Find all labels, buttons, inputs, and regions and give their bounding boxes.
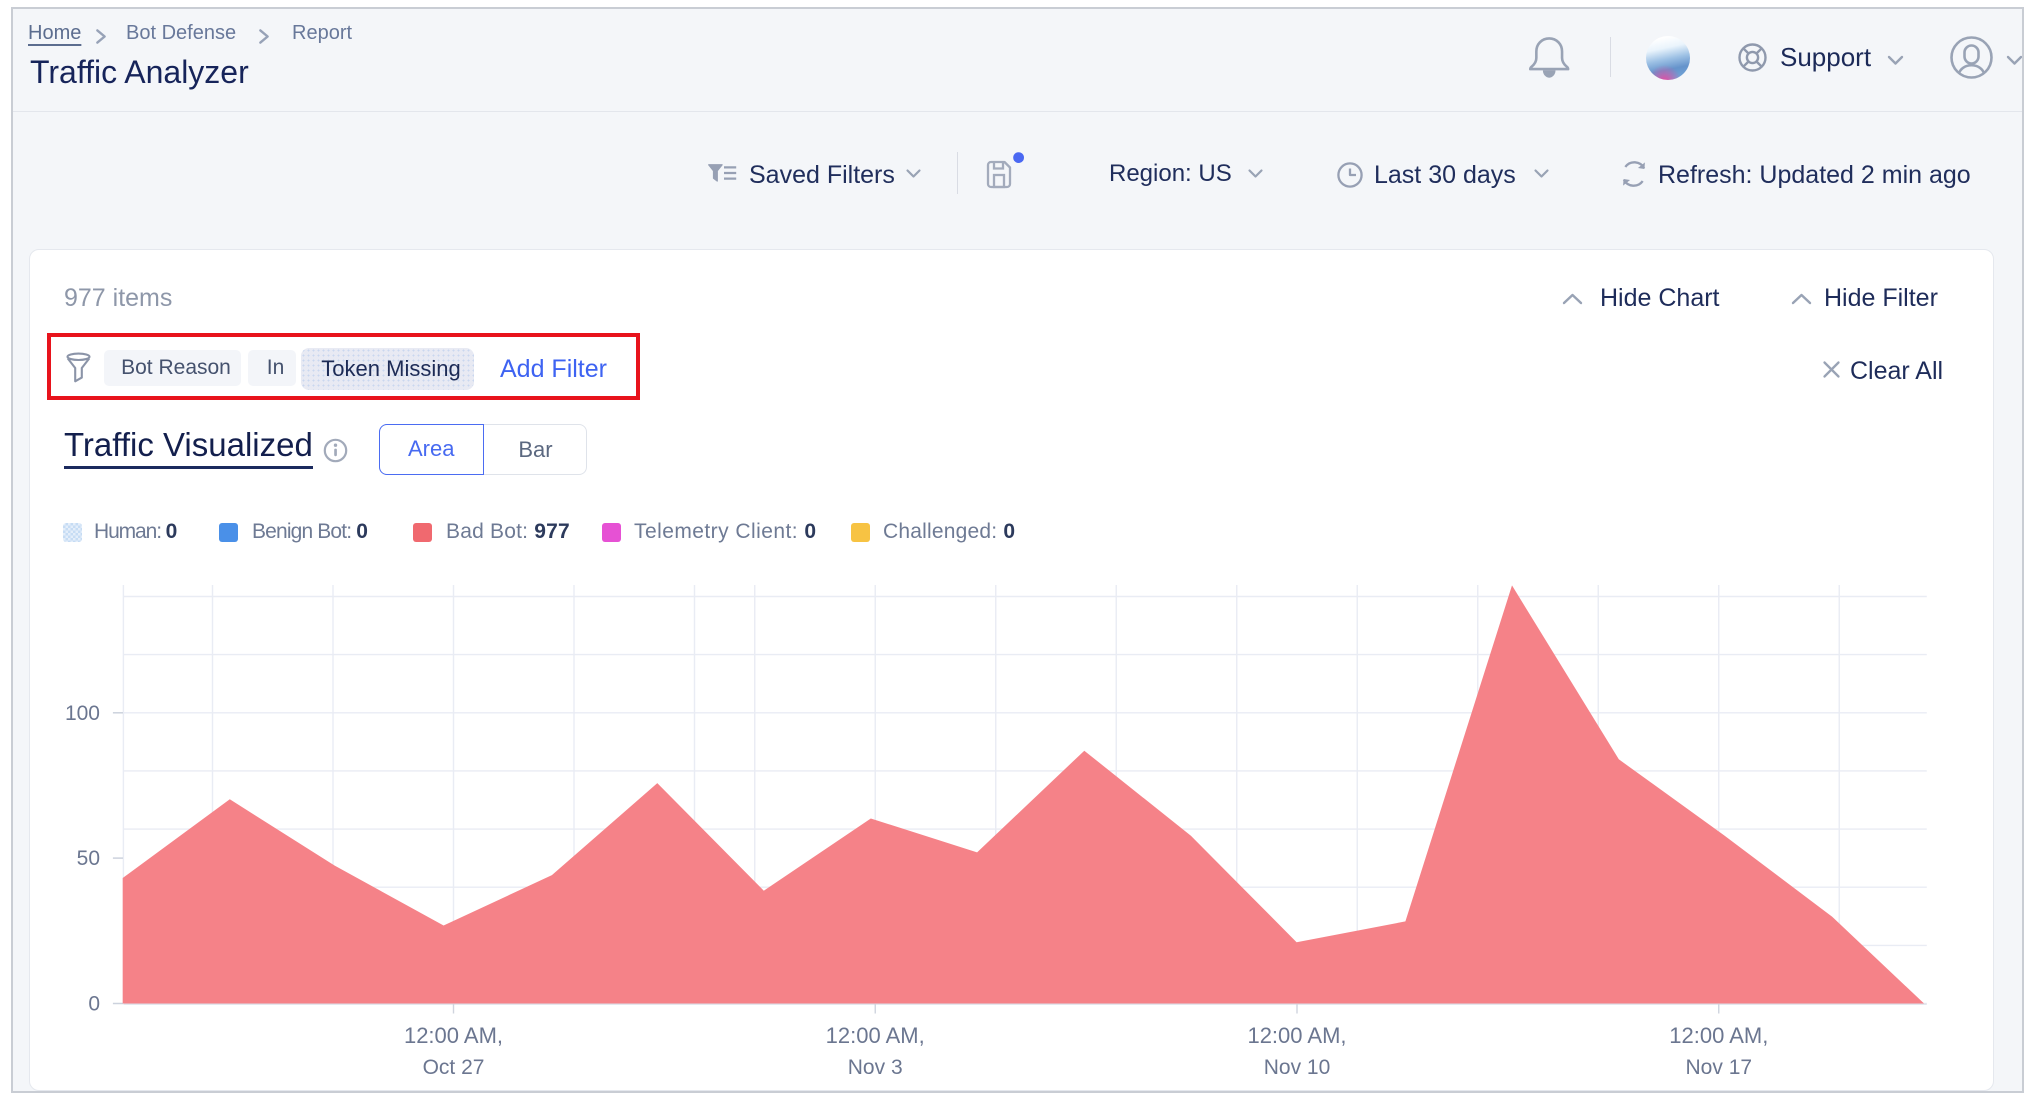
svg-text:50: 50 — [77, 847, 100, 870]
svg-text:Nov 3: Nov 3 — [848, 1056, 903, 1079]
svg-text:100: 100 — [65, 702, 100, 725]
svg-text:12:00 AM,: 12:00 AM, — [1669, 1023, 1768, 1048]
svg-text:12:00 AM,: 12:00 AM, — [826, 1023, 925, 1048]
svg-text:12:00 AM,: 12:00 AM, — [404, 1023, 503, 1048]
svg-text:0: 0 — [88, 993, 100, 1016]
svg-text:12:00 AM,: 12:00 AM, — [1247, 1023, 1346, 1048]
svg-text:Nov 10: Nov 10 — [1264, 1056, 1331, 1079]
svg-text:Oct 27: Oct 27 — [423, 1056, 485, 1079]
svg-text:Nov 17: Nov 17 — [1686, 1056, 1753, 1079]
